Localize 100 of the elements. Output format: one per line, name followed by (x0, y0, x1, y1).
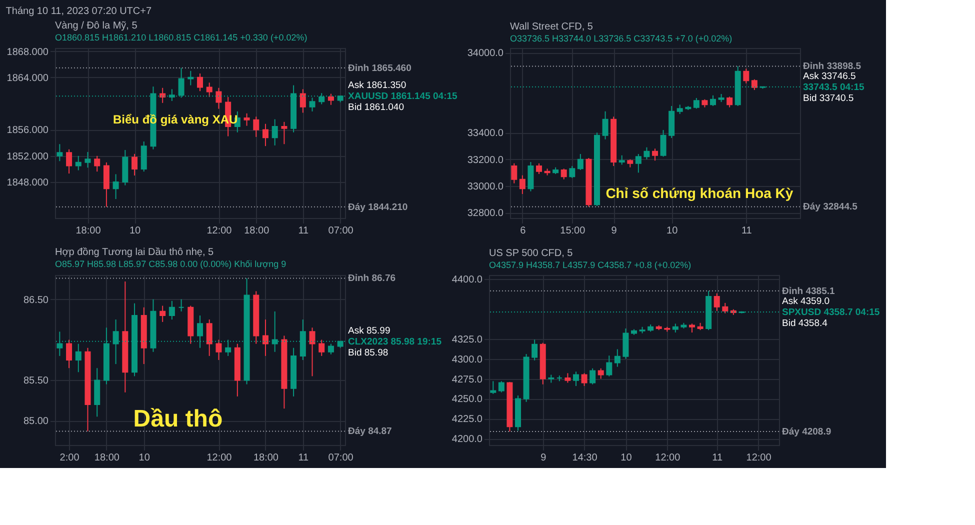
y-tick-label: 4275.0 (452, 374, 483, 386)
y-tick-label: 4250.0 (452, 394, 483, 406)
candlestick (652, 148, 658, 162)
x-tick-label: 18:00 (244, 226, 270, 236)
candlestick (519, 174, 526, 194)
x-tick-label: 14:30 (572, 452, 598, 464)
candlestick (606, 355, 612, 377)
y-tick-label: 1848.000 (6, 178, 49, 189)
candlestick (564, 372, 571, 384)
candlestick (140, 141, 147, 172)
candlestick (635, 154, 642, 174)
x-tick-label: 9 (611, 226, 618, 236)
x-tick-label: 10 (620, 452, 632, 464)
ref-line-label: 33743.5 04:15 (803, 82, 865, 93)
text: Ask 4359.0 (782, 296, 830, 307)
y-tick-label: 4325.0 (452, 334, 483, 346)
ref-line-label: Đỉnh 4385.1 (782, 286, 836, 297)
y-tick-label: 33000.0 (467, 182, 504, 192)
ref-line-label: Đỉnh 86.76 (348, 273, 396, 284)
y-tick-label: 85.00 (23, 416, 49, 428)
candlestick (490, 380, 496, 394)
candlestick (328, 93, 334, 106)
chart-subtitle: O33736.5 H33744.0 L33736.5 C33743.5 +7.0 (+0.02%) (510, 34, 732, 44)
candlestick (216, 339, 222, 360)
candlestick (188, 70, 194, 86)
candlestick (602, 110, 608, 140)
x-tick-label: 6 (520, 226, 526, 236)
candlestick (197, 73, 203, 92)
candlestick (714, 292, 720, 312)
x-tick-label: 11 (741, 226, 752, 236)
candlestick (84, 151, 91, 168)
candlestick (660, 130, 666, 158)
x-tick-label: 11 (298, 452, 310, 464)
x-tick-label: 10 (129, 226, 142, 236)
candlestick (614, 348, 620, 368)
y-tick-label: 85.50 (23, 376, 49, 387)
candlestick (103, 162, 110, 208)
y-tick-label: 4400.0 (452, 274, 483, 286)
candlestick (216, 87, 222, 110)
candlestick (710, 94, 716, 106)
text: Ask 33746.5 (803, 70, 856, 82)
candlestick (590, 368, 596, 385)
chart-title: Vàng / Đô la Mỹ, 5 (55, 20, 138, 32)
chart-title: Hợp đồng Tương lai Dầu thô nhẹ, 5 (55, 247, 214, 258)
candlestick (560, 168, 567, 180)
candlestick (722, 302, 728, 314)
text: Tháng 10 11, 2023 07:20 UTC+7 (6, 6, 152, 17)
candlestick (178, 298, 184, 312)
candlestick (168, 300, 175, 320)
candlestick (309, 97, 316, 112)
y-tick-label: 1852.000 (6, 151, 49, 162)
candlestick (528, 162, 534, 192)
candlestick (498, 380, 504, 393)
ref-line-label: XAUUSD 1861.145 04:15 (348, 91, 458, 102)
y-tick-label: 4225.0 (452, 414, 483, 426)
annotation: Chỉ số chứng khoán Hoa Kỳ (606, 185, 794, 202)
ref-line-label: SPXUSD 4358.7 04:15 (782, 306, 880, 318)
candlestick (536, 162, 542, 174)
candlestick (309, 327, 316, 377)
candlestick (262, 319, 268, 356)
x-tick-label: 10 (666, 226, 678, 236)
x-tick-label: 2:00 (60, 452, 80, 464)
candlestick (532, 339, 538, 361)
x-tick-label: 18:00 (253, 452, 279, 464)
y-tick-label: 33200.0 (467, 154, 504, 166)
text: Bid 1861.040 (348, 102, 404, 114)
candlestick (160, 87, 166, 104)
ref-line-label: Đáy 84.87 (348, 426, 392, 438)
candlestick (676, 104, 683, 114)
candlestick (56, 144, 63, 162)
chart-subtitle: O1860.815 H1861.210 L1860.815 C1861.145 +0.330 (+0.02%) (55, 32, 308, 42)
y-tick-label: 1868.000 (6, 46, 49, 58)
x-tick-label: 15:00 (560, 226, 586, 236)
candlestick (573, 371, 579, 386)
x-tick-label: 12:00 (655, 452, 681, 464)
text: Ask 85.99 (348, 325, 390, 336)
candlestick (618, 154, 625, 166)
candlestick (726, 96, 733, 108)
candlestick (112, 174, 119, 200)
candlestick (300, 88, 306, 114)
candlestick (66, 148, 72, 174)
y-tick-label: 1864.000 (6, 72, 49, 84)
y-tick-label: 4200.0 (452, 434, 483, 446)
candlestick (281, 121, 288, 145)
candlestick (511, 162, 518, 184)
chart-title: US SP 500 CFD, 5 (489, 248, 574, 259)
x-tick-label: 12:00 (206, 226, 232, 236)
candlestick (328, 343, 334, 355)
candlestick (244, 112, 250, 126)
ref-line-label: Đỉnh 33898.5 (803, 61, 862, 72)
text: Ask 1861.350 (348, 80, 406, 92)
candlestick (253, 116, 260, 138)
candlestick (598, 368, 604, 380)
candlestick (644, 146, 650, 160)
text: Bid 4358.4 (782, 318, 828, 329)
x-tick-label: 07:00 (328, 226, 354, 236)
candlestick (132, 153, 138, 176)
candlestick (262, 123, 268, 147)
candlestick (94, 155, 100, 172)
ref-line-label: CLX2023 85.98 19:15 (348, 336, 442, 348)
